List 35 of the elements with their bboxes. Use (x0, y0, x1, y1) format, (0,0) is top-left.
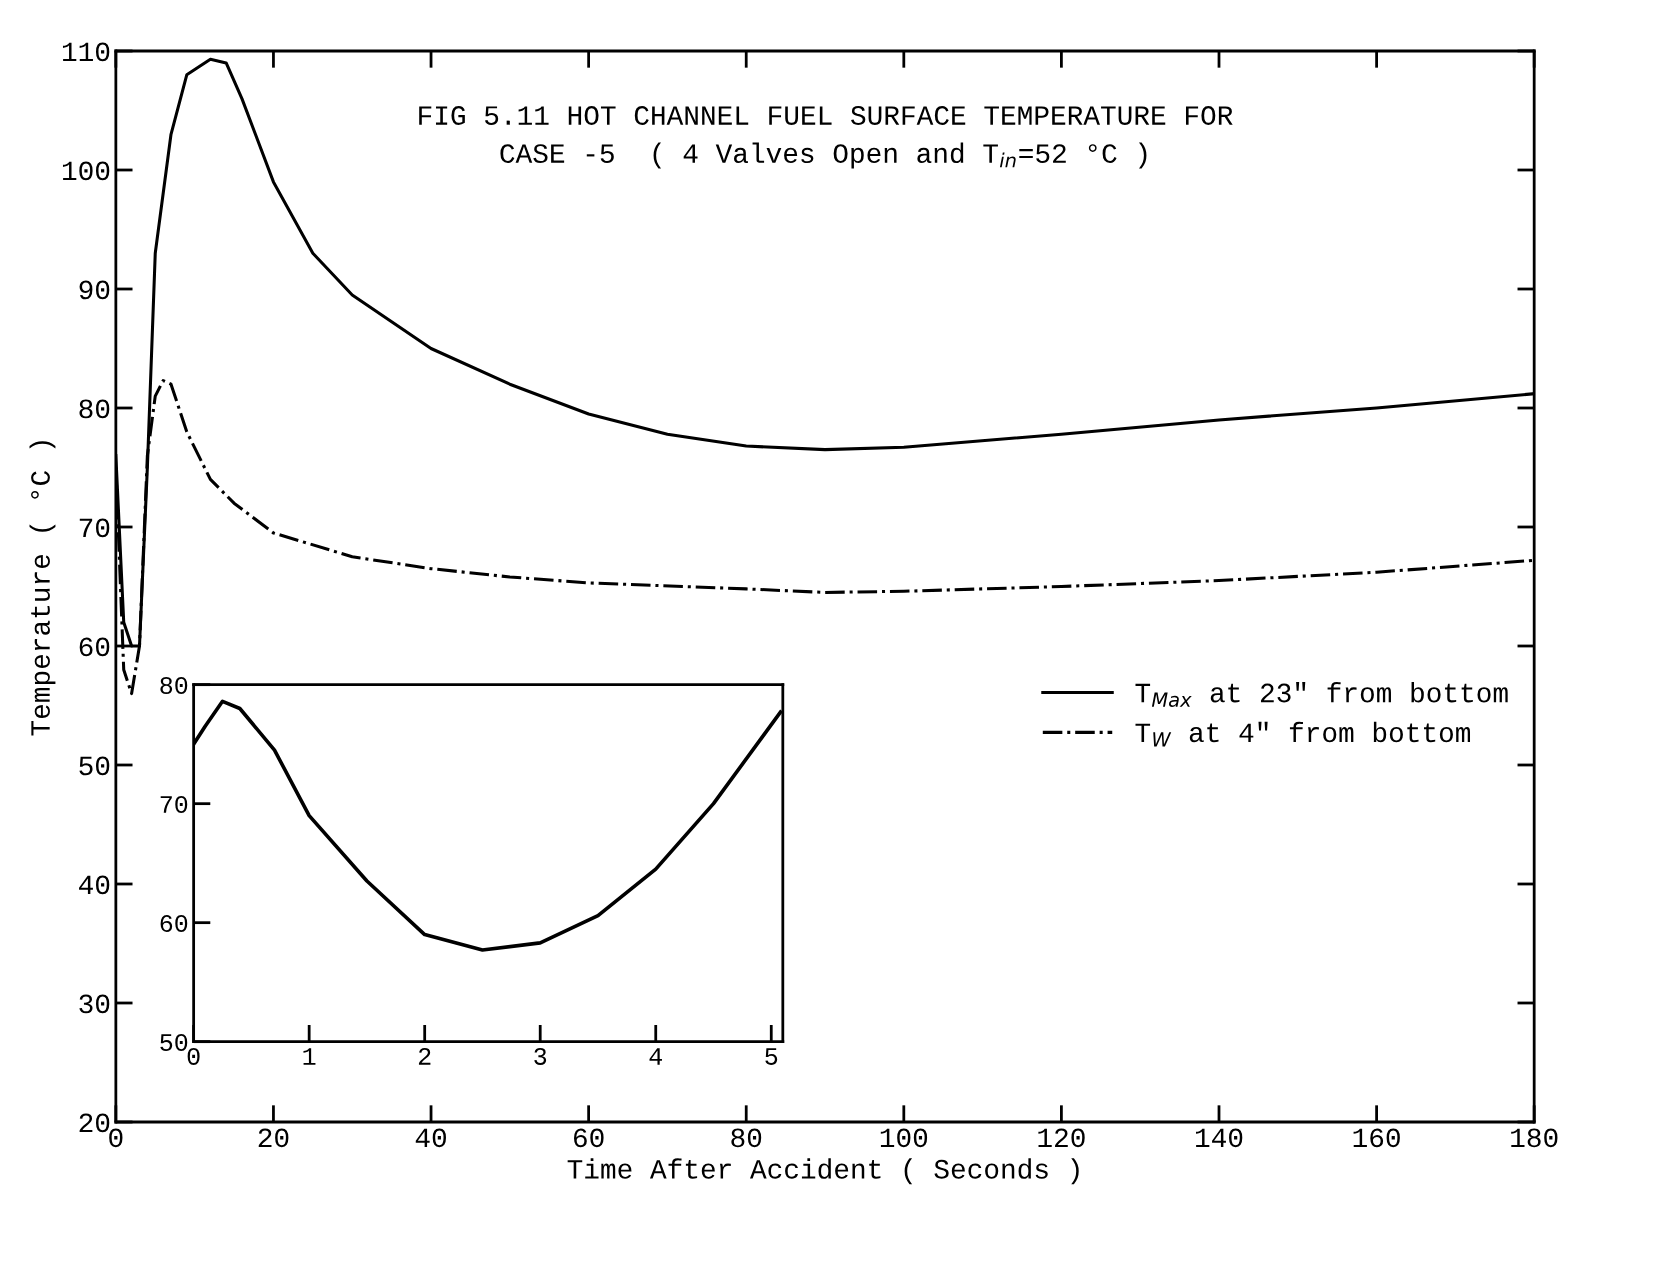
x-tick-label: 4 (649, 1048, 662, 1065)
y-axis-title: Temperature ( °C ) (29, 441, 56, 736)
y-tick-label: 50 (160, 1034, 188, 1051)
x-tick-label: 0 (187, 1047, 200, 1065)
x-tick-label: 160 (1353, 1128, 1400, 1148)
y-tick-label: 80 (160, 677, 188, 694)
x-tick-label: 1 (303, 1048, 316, 1065)
x-axis-title: Time After Accident ( Seconds ) (567, 1158, 1079, 1185)
y-tick-label: 40 (79, 875, 110, 895)
x-tick-label: 120 (1038, 1128, 1085, 1148)
x-tick-label: 20 (258, 1128, 289, 1148)
y-tick-label: 100 (62, 161, 110, 181)
y-tick-label: 60 (160, 915, 188, 932)
text: FIG 5.11 HOT CHANNEL FUEL SURFACE TEMPERATURE FOR CASE -5 ( 4 Valves Open and T$_{in}$=52 °C ) (419, 106, 1233, 169)
y-tick-label: 80 (79, 399, 110, 419)
x-tick-label: 180 (1511, 1128, 1558, 1148)
x-tick-label: 80 (731, 1128, 762, 1148)
y-tick-label: 110 (62, 42, 110, 62)
legend-label: T$_{W}$ at 4" from bottom (1135, 721, 1471, 747)
legend-label: T$_{Max}$ at 23" from bottom (1135, 682, 1508, 707)
x-tick-label: 40 (415, 1128, 446, 1148)
y-tick-label: 60 (79, 637, 110, 657)
x-tick-label: 5 (765, 1048, 778, 1065)
y-tick-label: 70 (160, 796, 188, 813)
y-tick-label: 20 (79, 1113, 110, 1133)
y-tick-label: 50 (79, 756, 110, 776)
x-tick-label: 2 (418, 1047, 431, 1065)
x-tick-label: 3 (534, 1047, 547, 1065)
x-tick-label: 0 (109, 1128, 123, 1148)
y-tick-label: 90 (79, 280, 110, 300)
y-tick-label: 70 (79, 518, 110, 538)
x-tick-label: 140 (1196, 1128, 1243, 1148)
x-tick-label: 60 (574, 1128, 604, 1148)
y-tick-label: 30 (79, 994, 110, 1014)
x-tick-label: 100 (880, 1128, 928, 1148)
